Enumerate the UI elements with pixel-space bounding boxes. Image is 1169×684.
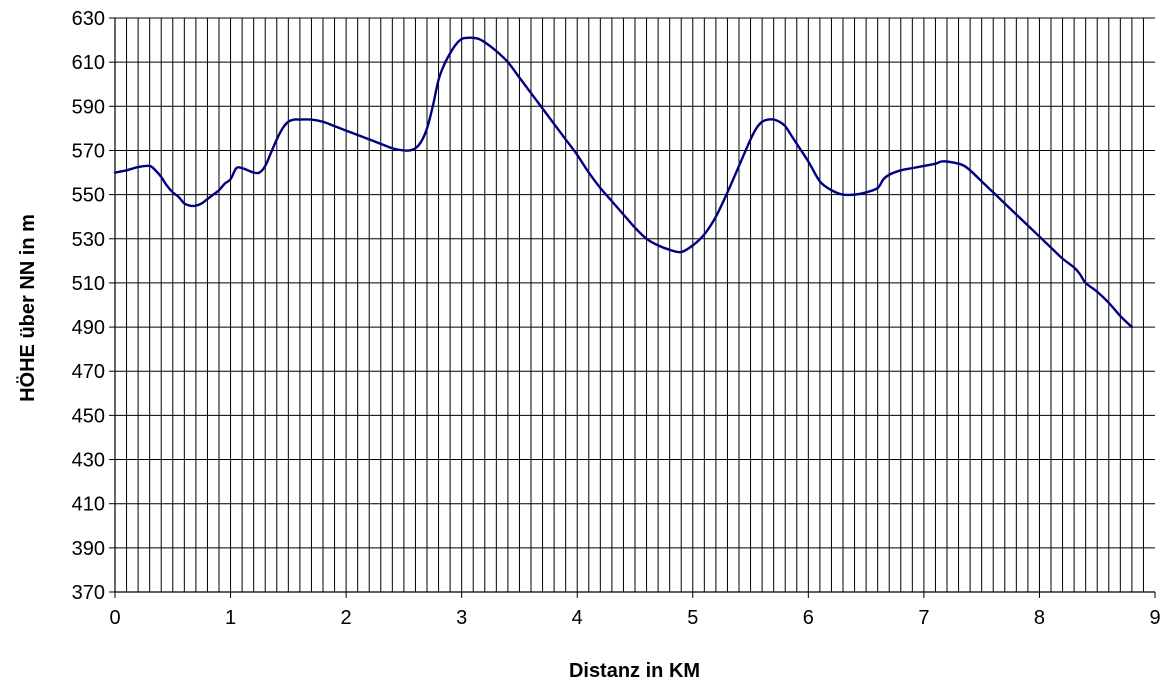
series-layer — [113, 36, 1134, 329]
y-tick-label: 470 — [72, 361, 105, 383]
x-tick-label: 9 — [1149, 607, 1160, 629]
elevation-series-line — [113, 36, 1134, 329]
x-tick-label: 7 — [918, 607, 929, 629]
y-tick-label: 630 — [72, 8, 105, 30]
x-axis-tick-labels: 0 1 2 3 4 5 6 7 8 9 — [109, 607, 1160, 629]
y-tick-label: 410 — [72, 494, 105, 516]
grid-lines — [115, 17, 1155, 592]
axes — [109, 17, 1156, 598]
x-tick-label: 0 — [109, 607, 120, 629]
y-tick-label: 590 — [72, 96, 105, 118]
y-tick-label: 510 — [72, 273, 105, 295]
y-axis-tick-labels: 370 390 410 430 450 470 490 510 530 550 570 590 610 6… — [72, 8, 105, 604]
y-tick-label: 570 — [72, 140, 105, 162]
y-tick-label: 430 — [72, 450, 105, 472]
x-tick-label: 8 — [1034, 607, 1045, 629]
x-tick-label: 2 — [341, 607, 352, 629]
x-tick-label: 6 — [803, 607, 814, 629]
y-tick-label: 390 — [72, 538, 105, 560]
x-tick-label: 5 — [687, 607, 698, 629]
y-tick-label: 610 — [72, 52, 105, 74]
x-axis-title: Distanz in KM — [569, 660, 700, 682]
x-tick-label: 4 — [572, 607, 583, 629]
x-tick-label: 3 — [456, 607, 467, 629]
y-axis-title: HÖHE über NN in m — [16, 214, 39, 402]
y-tick-label: 490 — [72, 317, 105, 339]
x-tick-label: 1 — [225, 607, 236, 629]
y-tick-label: 450 — [72, 405, 105, 427]
y-tick-label: 370 — [72, 582, 105, 604]
y-tick-label: 550 — [72, 185, 105, 207]
y-tick-label: 530 — [72, 229, 105, 251]
